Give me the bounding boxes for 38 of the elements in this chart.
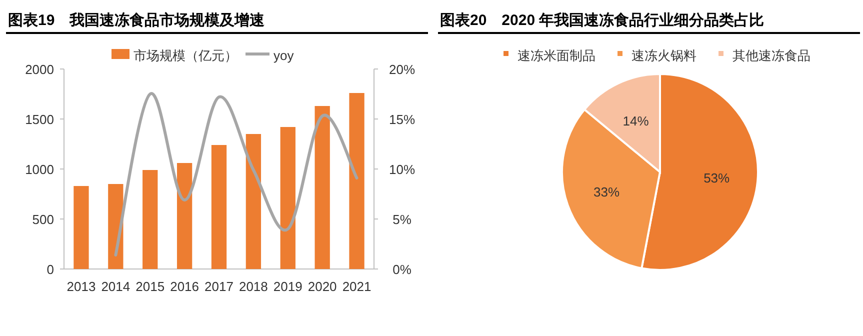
- x-tick-label: 2019: [273, 279, 302, 294]
- bar: [176, 163, 192, 269]
- bar: [211, 145, 227, 269]
- chart-title: 图表20 2020 年我国速冻食品行业细分品类占比: [440, 12, 764, 29]
- y2-tick-label: 20%: [388, 62, 416, 77]
- y-tick-label: 2000: [25, 62, 54, 77]
- y2-tick-label: 0%: [392, 262, 412, 277]
- chart-title: 图表19 我国速冻食品市场规模及增速: [8, 11, 266, 29]
- y2-tick-label: 15%: [388, 112, 416, 127]
- bar: [314, 106, 330, 269]
- bar: [246, 134, 262, 269]
- data-label: 53%: [704, 170, 730, 186]
- data-label: 14%: [622, 114, 650, 129]
- x-tick-label: 2015: [136, 279, 165, 294]
- x-tick-label: 2013: [66, 279, 96, 294]
- y-tick-label: 1500: [25, 112, 54, 127]
- bar: [142, 170, 158, 269]
- legend-label: 速冻米面制品: [518, 48, 596, 63]
- y2-tick-label: 10%: [388, 162, 416, 177]
- legend-label: 其他速冻食品: [732, 48, 810, 63]
- legend-label: 速冻火锅料: [632, 48, 696, 63]
- x-tick-label: 2017: [204, 279, 234, 294]
- data-label: 33%: [594, 184, 620, 200]
- y-tick-label: 500: [32, 212, 54, 227]
- x-tick-label: 2020: [308, 279, 337, 294]
- x-tick-label: 2018: [238, 279, 268, 294]
- bar: [349, 93, 364, 269]
- x-tick-label: 2014: [101, 279, 130, 294]
- y-tick-label: 0: [46, 262, 54, 277]
- x-tick-label: 2016: [170, 279, 200, 294]
- bar: [280, 127, 296, 269]
- legend-label: 市场规模（亿元）: [134, 48, 238, 63]
- y2-tick-label: 5%: [392, 212, 412, 227]
- line-series: [114, 92, 358, 256]
- legend-label: yoy: [274, 48, 294, 63]
- x-tick-label: 2021: [342, 279, 372, 294]
- y-tick-label: 1000: [25, 162, 54, 177]
- bar: [74, 186, 89, 269]
